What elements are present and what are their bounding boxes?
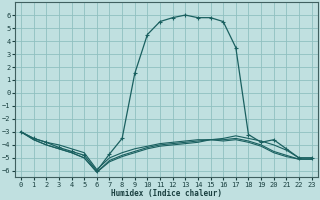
X-axis label: Humidex (Indice chaleur): Humidex (Indice chaleur) <box>111 189 222 198</box>
